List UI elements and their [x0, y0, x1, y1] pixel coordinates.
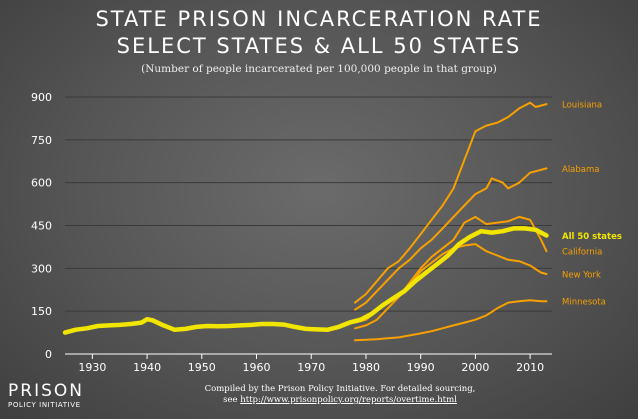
series-line-alabama [354, 167, 548, 311]
chart-subtitle: (Number of people incarcerated per 100,0… [141, 63, 497, 75]
series-label-california: California [562, 248, 602, 258]
x-tick-label-1930: 1930 [78, 361, 106, 374]
credit-line-1: Compiled by the Prison Policy Initiative… [204, 384, 476, 394]
series-label-minnesota: Minnesota [562, 298, 606, 308]
x-tick-label-2000: 2000 [461, 361, 489, 374]
series-label-new-york: New York [562, 271, 601, 281]
y-tick-label-600: 600 [31, 177, 52, 190]
x-tick-label-1990: 1990 [407, 361, 435, 374]
series-line-california [354, 215, 548, 330]
y-tick-label-450: 450 [31, 220, 52, 233]
credit-line-2: see http://www.prisonpolicy.org/reports/… [180, 395, 500, 406]
source-credit: Compiled by the Prison Policy Initiative… [180, 384, 500, 406]
y-tick-label-300: 300 [31, 262, 52, 275]
logo: PRISON POLICY INITIATIVE [8, 382, 84, 410]
credit-link[interactable]: http://www.prisonpolicy.org/reports/over… [240, 395, 457, 405]
y-tick-label-150: 150 [31, 305, 52, 318]
series-label-louisiana: Louisiana [562, 101, 602, 111]
x-tick-label-1970: 1970 [297, 361, 325, 374]
chart-title: STATE PRISON INCARCERATION RATE SELECT S… [0, 6, 638, 60]
logo-line-1: PRISON [8, 381, 84, 401]
y-tick-label-750: 750 [31, 134, 52, 147]
credit-see: see [223, 395, 241, 405]
y-tick-label-900: 900 [31, 91, 52, 104]
series-label-all-50-states: All 50 states [562, 232, 622, 242]
series-label-alabama: Alabama [562, 165, 599, 175]
chart-title-line-2: SELECT STATES & ALL 50 STATES [116, 34, 522, 58]
x-tick-label-1960: 1960 [243, 361, 271, 374]
x-tick-label-1940: 1940 [133, 361, 161, 374]
x-tick-label-1980: 1980 [352, 361, 380, 374]
chart-title-line-1: STATE PRISON INCARCERATION RATE [95, 7, 543, 31]
logo-line-2: POLICY INITIATIVE [8, 401, 81, 409]
series-line-minnesota [354, 299, 548, 342]
x-tick-label-1950: 1950 [188, 361, 216, 374]
series-line-louisiana [354, 101, 548, 304]
x-tick-label-2010: 2010 [516, 361, 544, 374]
series-line-all-50-states [62, 226, 549, 335]
y-tick-label-0: 0 [45, 348, 52, 361]
